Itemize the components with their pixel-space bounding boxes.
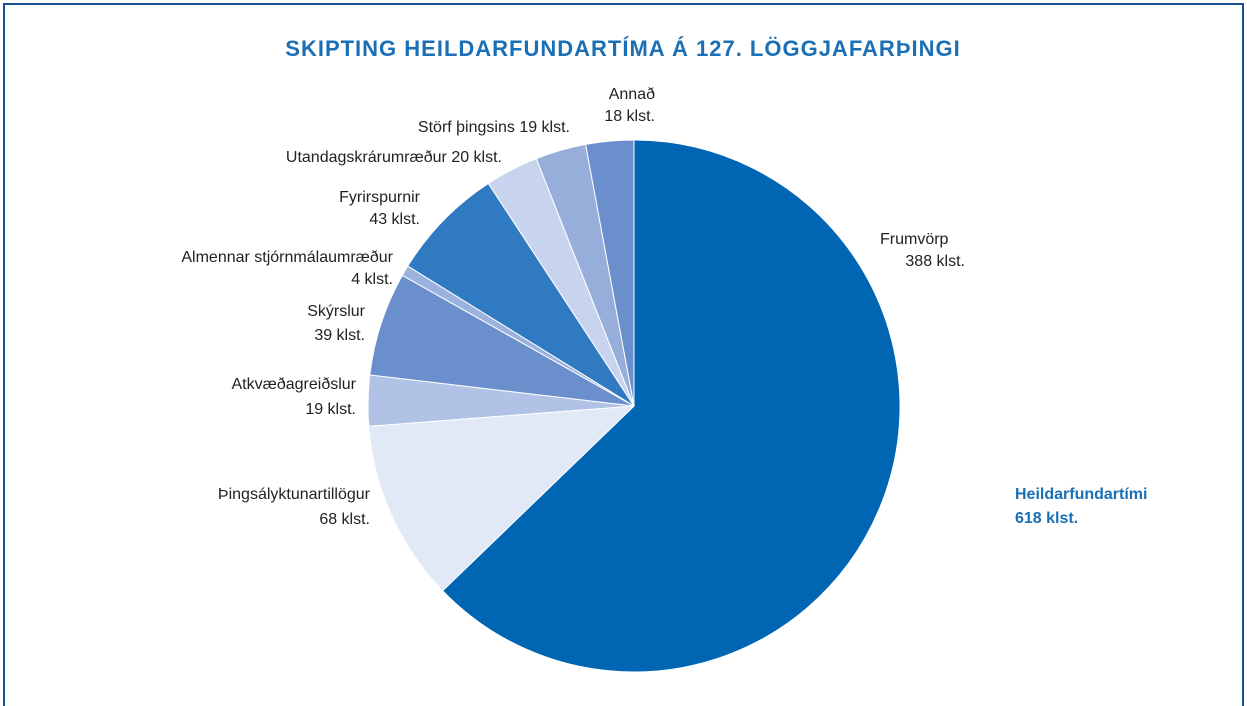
category-label: Þingsályktunartillögur (218, 486, 371, 503)
pie-slice (407, 182, 635, 407)
category-label: Skýrslur (307, 303, 365, 320)
category-label: Atkvæðagreiðslur (232, 376, 357, 393)
category-label: Störf þingsins (418, 119, 515, 136)
category-label: Utandagskrárumræður (286, 149, 448, 166)
value-label: 388 klst. (905, 253, 965, 270)
frame (3, 3, 1244, 706)
pie-slice (368, 405, 636, 592)
value-label: 39 klst. (314, 327, 365, 344)
chart-title: SKIPTING HEILDARFUNDARTÍMA Á 127. LÖGGJA… (285, 36, 960, 61)
pie-slice (441, 139, 901, 673)
value-label: 68 klst. (319, 511, 370, 528)
value-label: 19 klst. (305, 401, 356, 418)
value-label: 4 klst. (351, 271, 393, 288)
pie-slice (585, 139, 635, 407)
category-label: Almennar stjórnmálaumræður (181, 249, 393, 266)
total-label: Heildarfundartími (1015, 486, 1147, 503)
slice-label: Störf þingsins 19 klst. (418, 119, 570, 136)
value-label: 18 klst. (604, 108, 655, 125)
category-label: Frumvörp (880, 231, 949, 248)
value-label: 19 klst. (519, 119, 570, 136)
category-label: Annað (609, 86, 655, 103)
value-label: 20 klst. (451, 149, 502, 166)
category-label: Fyrirspurnir (339, 189, 421, 206)
value-label: 43 klst. (369, 211, 420, 228)
total-value: 618 klst. (1015, 510, 1078, 527)
slice-label: Utandagskrárumræður 20 klst. (286, 149, 502, 166)
